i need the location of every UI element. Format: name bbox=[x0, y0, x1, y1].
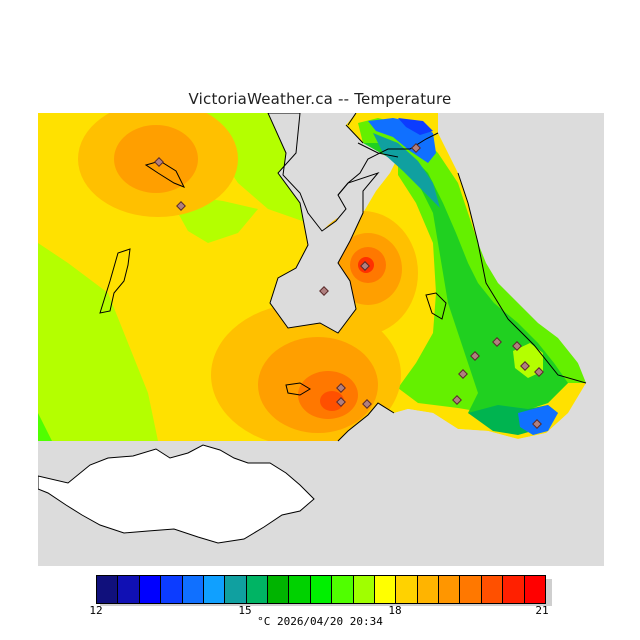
station-markers bbox=[154, 143, 544, 429]
field-blue-se bbox=[518, 405, 558, 435]
station-marker[interactable] bbox=[470, 351, 480, 361]
colorbar-swatch bbox=[139, 576, 162, 603]
colorbar-swatch bbox=[289, 576, 311, 603]
map-title: VictoriaWeather.ca -- Temperature bbox=[188, 90, 452, 108]
station-marker[interactable] bbox=[534, 367, 544, 377]
station-marker[interactable] bbox=[532, 419, 542, 429]
field-blue-dark bbox=[398, 118, 433, 135]
water-strait bbox=[267, 113, 380, 334]
station-marker[interactable] bbox=[458, 369, 468, 379]
colorbar-tick-label: 21 bbox=[535, 604, 549, 617]
hot-spot-south-core bbox=[320, 391, 344, 411]
colorbar-tick-label: 12 bbox=[89, 604, 103, 617]
island-outline-4 bbox=[425, 292, 447, 320]
units-and-timestamp: °C 2026/04/20 20:34 bbox=[257, 615, 383, 628]
temperature-map bbox=[38, 113, 604, 566]
colorbar-swatch bbox=[118, 576, 140, 603]
station-marker[interactable] bbox=[336, 383, 346, 393]
colorbar-tick-label: 15 bbox=[238, 604, 252, 617]
field-lime-se bbox=[513, 343, 543, 378]
coast-outline-east bbox=[337, 113, 587, 442]
colorbar-swatch bbox=[246, 576, 268, 603]
station-marker[interactable] bbox=[360, 261, 370, 271]
colorbar-swatch bbox=[439, 576, 461, 603]
station-marker[interactable] bbox=[452, 395, 462, 405]
colorbar-swatch bbox=[182, 576, 204, 603]
station-marker[interactable] bbox=[520, 361, 530, 371]
colorbar-swatch bbox=[225, 576, 247, 603]
colorbar-swatch bbox=[417, 576, 439, 603]
colorbar-swatch bbox=[332, 576, 354, 603]
island-outline-1 bbox=[99, 248, 131, 314]
colorbar-swatch bbox=[396, 576, 418, 603]
station-marker[interactable] bbox=[319, 286, 329, 296]
field-green-sw bbox=[38, 413, 52, 441]
colorbar-swatch bbox=[203, 576, 226, 603]
station-marker[interactable] bbox=[512, 341, 522, 351]
colorbar-swatch bbox=[268, 576, 290, 603]
colorbar-swatch bbox=[161, 576, 183, 603]
station-marker[interactable] bbox=[176, 201, 186, 211]
blank-land-top bbox=[38, 444, 315, 544]
station-marker[interactable] bbox=[362, 399, 372, 409]
colorbar-swatch bbox=[374, 576, 397, 603]
station-marker[interactable] bbox=[411, 143, 421, 153]
colorbar-tick-label: 18 bbox=[388, 604, 402, 617]
colorbar-swatch bbox=[97, 576, 119, 603]
colorbar-swatch bbox=[460, 576, 482, 603]
island-outline-3 bbox=[285, 382, 311, 396]
field-teal bbox=[373, 133, 440, 208]
station-marker[interactable] bbox=[154, 157, 164, 167]
field-lime-west bbox=[38, 243, 158, 441]
hot-spot-north-mid bbox=[114, 125, 198, 193]
temperature-colorbar bbox=[96, 575, 546, 604]
colorbar-swatch bbox=[524, 576, 545, 603]
water-east-top bbox=[438, 113, 604, 566]
colorbar-swatch bbox=[310, 576, 333, 603]
colorbar-swatch bbox=[353, 576, 375, 603]
station-marker[interactable] bbox=[492, 337, 502, 347]
colorbar-swatch bbox=[503, 576, 525, 603]
station-marker[interactable] bbox=[336, 397, 346, 407]
colorbar-swatch bbox=[481, 576, 504, 603]
